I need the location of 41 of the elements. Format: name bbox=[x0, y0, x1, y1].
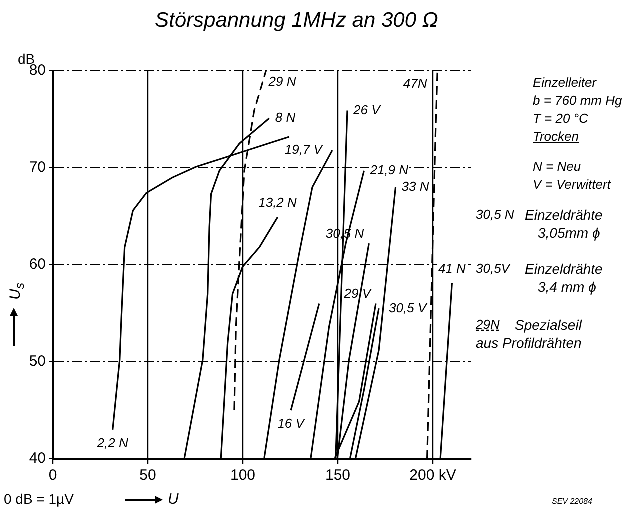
text: 30,5 N bbox=[476, 207, 514, 222]
series-label: 26 V bbox=[352, 102, 382, 118]
text: aus Profildrähten bbox=[476, 335, 582, 351]
y-tick-label: 70 bbox=[29, 159, 46, 176]
text: 0 dB = 1µV bbox=[4, 491, 74, 507]
chart-title: Störspannung 1MHz an 300 Ω bbox=[155, 9, 438, 32]
series-label: 21,9 N bbox=[369, 162, 410, 178]
text: N = Neu bbox=[533, 159, 582, 174]
text: T = 20 °C bbox=[533, 111, 588, 126]
x-tick-label: 150 bbox=[325, 467, 351, 484]
text: Spezialseil bbox=[515, 317, 582, 333]
x-tick-label: 0 bbox=[48, 467, 58, 484]
text: Einzelleiter bbox=[533, 75, 597, 90]
series-label: 41 N bbox=[438, 261, 467, 276]
text: 29N bbox=[476, 317, 500, 332]
text: Trocken bbox=[533, 129, 579, 144]
text: 3,05mm ϕ bbox=[538, 225, 600, 241]
series-label: 2,2 N bbox=[96, 436, 129, 451]
series-label: 16 V bbox=[278, 416, 306, 432]
series-label: 29 V bbox=[343, 286, 372, 301]
x-tick-label: 200 kV bbox=[410, 467, 456, 484]
text: 30,5V bbox=[476, 261, 510, 276]
text: 3,4 mm ϕ bbox=[538, 279, 596, 295]
text: SEV 22084 bbox=[552, 497, 592, 506]
series-label: 33 N bbox=[402, 179, 430, 194]
text: b = 760 mm Hg bbox=[533, 93, 622, 108]
series-label: 13,2 N bbox=[258, 195, 298, 210]
x-tick-label: 100 bbox=[230, 467, 256, 484]
text: Einzeldrähte bbox=[525, 261, 603, 277]
series-label: 8 N bbox=[275, 110, 296, 126]
series-label: 47N bbox=[403, 76, 428, 91]
x-axis-title: U bbox=[168, 491, 179, 508]
x-tick-label: 50 bbox=[140, 467, 156, 484]
series-label: 30,5 V bbox=[389, 300, 428, 316]
text: Einzeldrähte bbox=[525, 207, 603, 223]
y-tick-label: 60 bbox=[29, 256, 46, 274]
series-label: 19,7 V bbox=[284, 142, 324, 158]
y-tick-label: 40 bbox=[29, 450, 46, 468]
text: V = Verwittert bbox=[533, 177, 611, 192]
y-tick-label: 50 bbox=[29, 353, 46, 370]
series-label: 29 N bbox=[268, 74, 297, 89]
